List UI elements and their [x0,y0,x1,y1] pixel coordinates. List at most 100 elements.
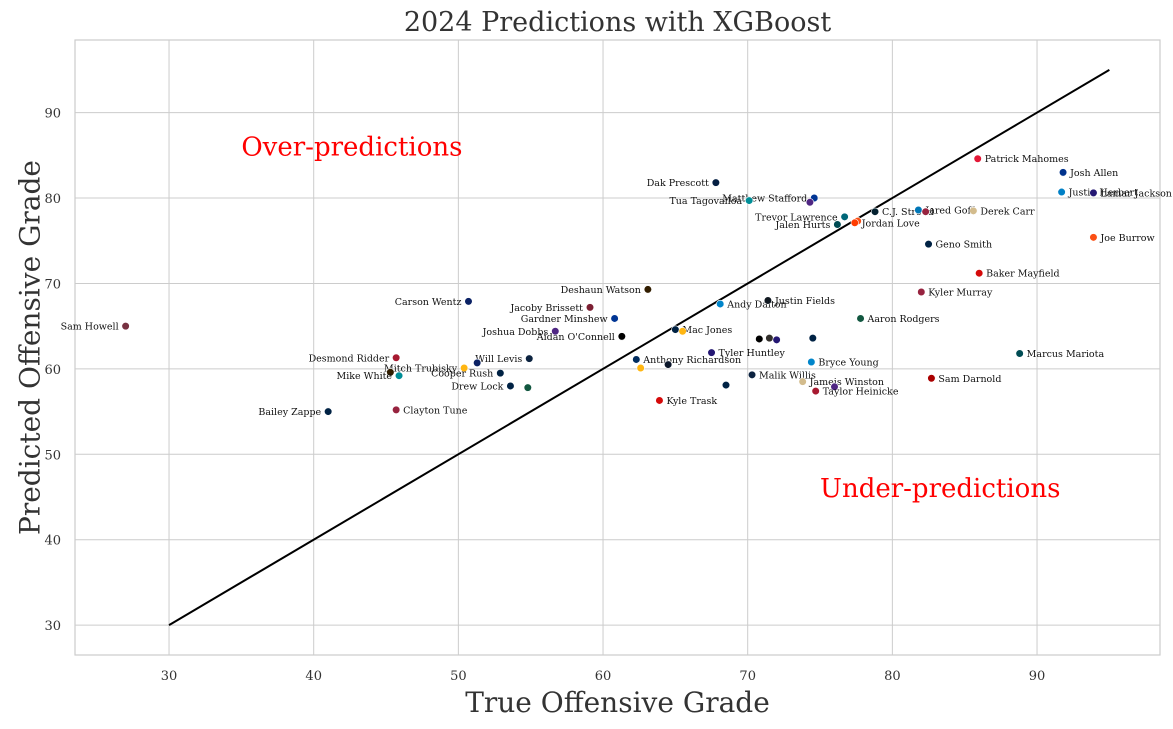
data-point [525,354,534,363]
point-label: Tyler Huntley [719,348,786,359]
data-point [850,218,859,227]
data-point [324,407,333,416]
data-point [798,377,807,386]
x-tick-label: 40 [305,669,322,684]
point-label: Sam Darnold [938,374,1001,385]
plot-frame [74,39,1161,656]
point-label: Malik Willis [759,370,816,381]
data-point [610,314,619,323]
point-label: Cooper Rush [431,369,493,380]
y-tick-label: 60 [44,363,61,378]
data-point [914,205,923,215]
point-label: Will Levis [475,354,522,365]
point-label: Mitch Trubisky [384,364,458,375]
data-point [921,207,930,216]
x-tick-label: 50 [450,669,467,684]
point-label: Bryce Young [818,358,878,369]
data-point [671,325,680,334]
y-tick-label: 30 [44,619,61,634]
data-point [973,154,982,163]
chart-title: 2024 Predictions with XGBoost [404,7,832,38]
point-label: Patrick Mahomes [985,154,1069,165]
data-point [655,396,664,405]
point-label: Aaron Rodgers [867,314,940,325]
point-label: Anthony Richardson [642,355,741,366]
data-point [1089,188,1098,197]
point-label: Jalen Hurts [774,220,830,231]
data-point [496,369,505,378]
point-label: Dak Prescott [647,178,709,189]
point-label: Drew Lock [451,381,503,392]
point-label: Justin Fields [774,296,835,307]
point-label: Mike White [337,371,393,382]
data-point [721,380,731,390]
x-tick-label: 80 [884,669,901,684]
data-point [1058,168,1068,177]
data-point [678,327,687,336]
data-point [1089,233,1098,242]
data-point [755,334,764,344]
point-label: Carson Wentz [395,297,462,308]
point-label: Joshua Dobbs [482,327,549,338]
data-point [617,332,626,341]
data-point [392,353,401,362]
annotation-label: Over-predictions [241,132,462,162]
x-tick-labels: 30 40 50 60 70 80 90 [161,669,1046,684]
data-point [833,220,842,229]
point-label: Sam Howell [61,322,119,333]
y-tick-label: 80 [44,192,61,207]
point-label: Aidan O'Connell [536,332,615,343]
data-point [464,297,473,306]
data-point [716,299,725,309]
data-point [763,296,773,305]
data-point [460,363,469,373]
point-label: Gardner Minshew [521,314,608,325]
point-label: Bailey Zappe [258,407,321,418]
data-point [811,386,820,396]
annotation-label: Under-predictions [820,474,1060,504]
point-label: Trevor Lawrence [755,212,838,223]
x-axis-title: True Offensive Grade [465,686,770,719]
data-point [840,212,849,221]
y-tick-label: 90 [44,107,61,122]
data-point [386,368,395,377]
point-label: Josh Allen [1069,168,1118,179]
data-point [745,196,754,205]
point-label: Jacoby Brissett [509,303,583,314]
point-label: Marcus Mariota [1027,349,1105,360]
data-point [1057,187,1066,197]
data-point [711,178,720,187]
data-point [870,207,880,216]
point-label: Kyler Murray [928,287,993,298]
data-point [585,303,595,312]
data-point [551,327,560,336]
data-point [392,405,401,414]
data-point [506,381,515,391]
y-tick-labels: 30 40 50 60 70 80 90 [44,107,61,635]
data-point [707,348,716,357]
data-point [121,322,130,331]
grid-lines [75,40,1160,655]
point-label: Derek Carr [980,206,1035,217]
data-point [924,240,933,249]
point-label: Desmond Ridder [309,353,390,364]
point-label: Baker Mayfield [986,269,1059,280]
point-label: Justin Herbert [1068,188,1138,199]
point-label: Mac Jones [682,325,732,336]
point-label: Joe Burrow [1099,233,1154,244]
y-tick-label: 50 [44,448,61,463]
point-label: Jared Goff [924,205,975,216]
x-tick-label: 70 [739,669,756,684]
data-point [830,382,839,391]
point-label: Jameis Winston [809,377,884,388]
y-axis-title: Predicted Offensive Grade [14,160,47,535]
annotations: Over-predictions Under-predictions [241,132,1060,504]
point-label: Tua Tagovailoa [669,196,742,207]
point-label: Matthew Stafford [722,194,807,205]
data-point [473,358,482,367]
x-tick-label: 90 [1029,669,1046,684]
point-label: Taylor Heinicke [823,387,899,398]
data-point [747,370,757,379]
point-label: Kyle Trask [666,396,717,407]
data-point [632,355,641,364]
